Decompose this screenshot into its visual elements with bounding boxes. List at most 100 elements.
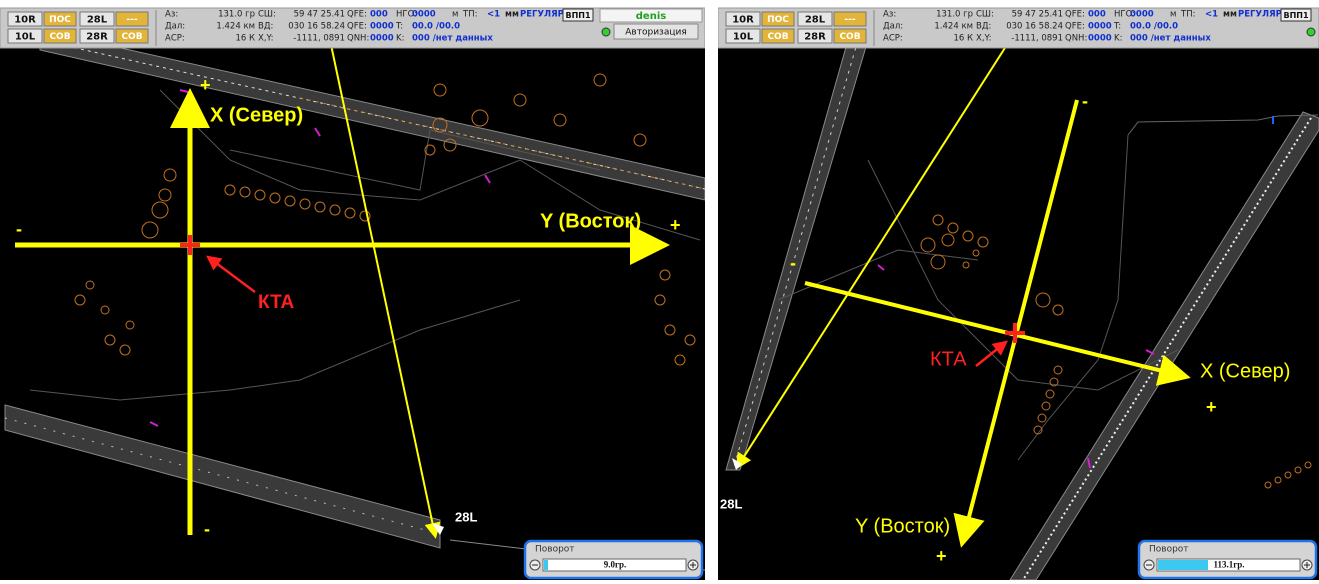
runway-name: 10R: [732, 15, 754, 26]
info-label: Дал:: [883, 22, 903, 32]
runway-status-text: СОВ: [49, 32, 70, 42]
info-label: QFE:: [347, 22, 367, 32]
info-label: X,Y:: [976, 34, 991, 44]
info-label: QFE:: [347, 10, 367, 20]
info-value: 030 16 58.24: [288, 22, 345, 32]
plus-sign: +: [670, 215, 681, 235]
info-label: СШ:: [258, 10, 276, 20]
radar-panel: X (Север) Y (Восток) + + - - КТА 28L 10R…: [0, 8, 705, 580]
minus-sign: -: [204, 519, 210, 539]
page: X (Север) Y (Восток) + + - - КТА 28L 10R…: [0, 0, 1319, 580]
rotation-fill: [544, 560, 548, 570]
status-led: [1307, 28, 1315, 36]
info-value: 59 47 25.41: [294, 10, 345, 20]
runway-status-text: СОВ: [839, 32, 860, 42]
info-extra: РЕГУЛЯР.: [1238, 10, 1285, 20]
runway-status-text: ПОС: [767, 15, 789, 25]
info-value: 131.0 гр: [936, 10, 973, 20]
runway-status-text: ---: [126, 15, 137, 25]
info-label: X,Y:: [258, 34, 273, 44]
runway-name: 28R: [804, 32, 826, 43]
info-value: 0000: [1130, 10, 1154, 20]
rotation-fill: [1158, 560, 1208, 570]
info-label: Аз:: [165, 10, 178, 20]
rotation-label: Поворот: [535, 545, 575, 555]
info-value: 000: [1088, 10, 1106, 20]
minus-sign: -: [16, 219, 22, 239]
rotation-value: 9.0гр.: [604, 560, 627, 570]
info-extra: ТП:: [462, 10, 477, 20]
info-value: 0000: [370, 34, 394, 44]
info-value: 16 К: [235, 34, 255, 44]
info-label: T:: [1113, 22, 1121, 32]
info-extra: м: [452, 10, 458, 20]
kta-label: КТА: [258, 292, 294, 313]
info-value: 000: [370, 10, 388, 20]
y-axis-label: Y (Восток): [855, 515, 950, 537]
info-label: QNH:: [1065, 34, 1087, 44]
info-label: Аз:: [883, 10, 896, 20]
info-value: 16 К: [953, 34, 973, 44]
info-extra: мм: [505, 10, 519, 20]
kta-label: КТА: [930, 348, 967, 370]
info-value: 000 /нет данных: [412, 34, 493, 44]
info-extra: мм: [1223, 10, 1237, 20]
info-value: 131.0 гр: [218, 10, 255, 20]
rotation-value: 113.1гр.: [1213, 560, 1244, 570]
status-led: [602, 28, 610, 36]
info-value: 0000: [1088, 34, 1112, 44]
runway-name: 10L: [733, 32, 754, 43]
runway-name: 28L: [87, 15, 108, 26]
minus-sign: -: [1082, 91, 1088, 111]
info-value: 00.0 /00.0: [1130, 22, 1178, 32]
runway-mode-text: ВПП1: [565, 11, 590, 20]
info-value: 59 47 25.41: [1012, 10, 1063, 20]
plus-sign: +: [1206, 397, 1217, 417]
info-label: QNH:: [347, 34, 369, 44]
minus-sign: -: [790, 253, 796, 273]
x-axis-label: X (Север): [210, 104, 303, 126]
info-value: 0000: [370, 22, 394, 32]
info-extra: м: [1170, 10, 1176, 20]
info-value: 0000: [1088, 22, 1112, 32]
toolbar: 10R ПОС 28L --- 10L СОВ 28R СОВ Аз: 131.0 гр Дал: 1…: [718, 8, 1319, 48]
info-label: K:: [396, 34, 404, 44]
runway-name: 28R: [86, 32, 108, 43]
toolbar: 10R ПОС 28L --- 10L СОВ 28R СОВ Аз: 131.0 гр Дал: 1…: [0, 8, 705, 48]
info-value: 030 16 58.24: [1006, 22, 1063, 32]
runway-status-text: ---: [844, 15, 855, 25]
runway-mode-text: ВПП1: [1283, 11, 1308, 20]
info-value: -1111, 0891: [293, 34, 345, 44]
runway-status-text: ПОС: [49, 15, 71, 25]
info-label: Дал:: [165, 22, 185, 32]
rotation-widget: Поворот 113.1гр.: [1139, 541, 1316, 578]
info-label: T:: [395, 22, 403, 32]
info-value: 1.424 км: [216, 22, 255, 32]
info-extra: <1: [1205, 10, 1218, 20]
info-label: QFE:: [1065, 22, 1085, 32]
runway-label: 28L: [455, 509, 477, 524]
runway-status-text: СОВ: [767, 32, 788, 42]
y-axis-label: Y (Восток): [540, 210, 641, 232]
runway-status-text: СОВ: [121, 32, 142, 42]
runway-name: 10R: [14, 15, 36, 26]
info-label: ВД:: [976, 22, 991, 32]
map-background: [718, 48, 1319, 580]
runway-name: 10L: [15, 32, 36, 43]
info-value: 0000: [412, 10, 436, 20]
info-value: -1111, 0891: [1011, 34, 1063, 44]
info-value: 00.0 /00.0: [412, 22, 460, 32]
info-label: АСР:: [165, 34, 185, 44]
info-value: 000 /нет данных: [1130, 34, 1211, 44]
info-extra: РЕГУЛЯР.: [520, 10, 567, 20]
runway-name: 28L: [805, 15, 826, 26]
auth-text: Авторизация: [625, 28, 686, 38]
user-name: denis: [636, 11, 666, 22]
info-label: АСР:: [883, 34, 903, 44]
info-label: K:: [1114, 34, 1122, 44]
rotation-label: Поворот: [1149, 545, 1189, 555]
radar-panel: X (Север) Y (Восток) + + - - КТА 28L 10R…: [718, 8, 1319, 580]
info-extra: ТП:: [1180, 10, 1195, 20]
plus-sign: +: [200, 75, 211, 95]
plus-sign: +: [936, 546, 947, 566]
